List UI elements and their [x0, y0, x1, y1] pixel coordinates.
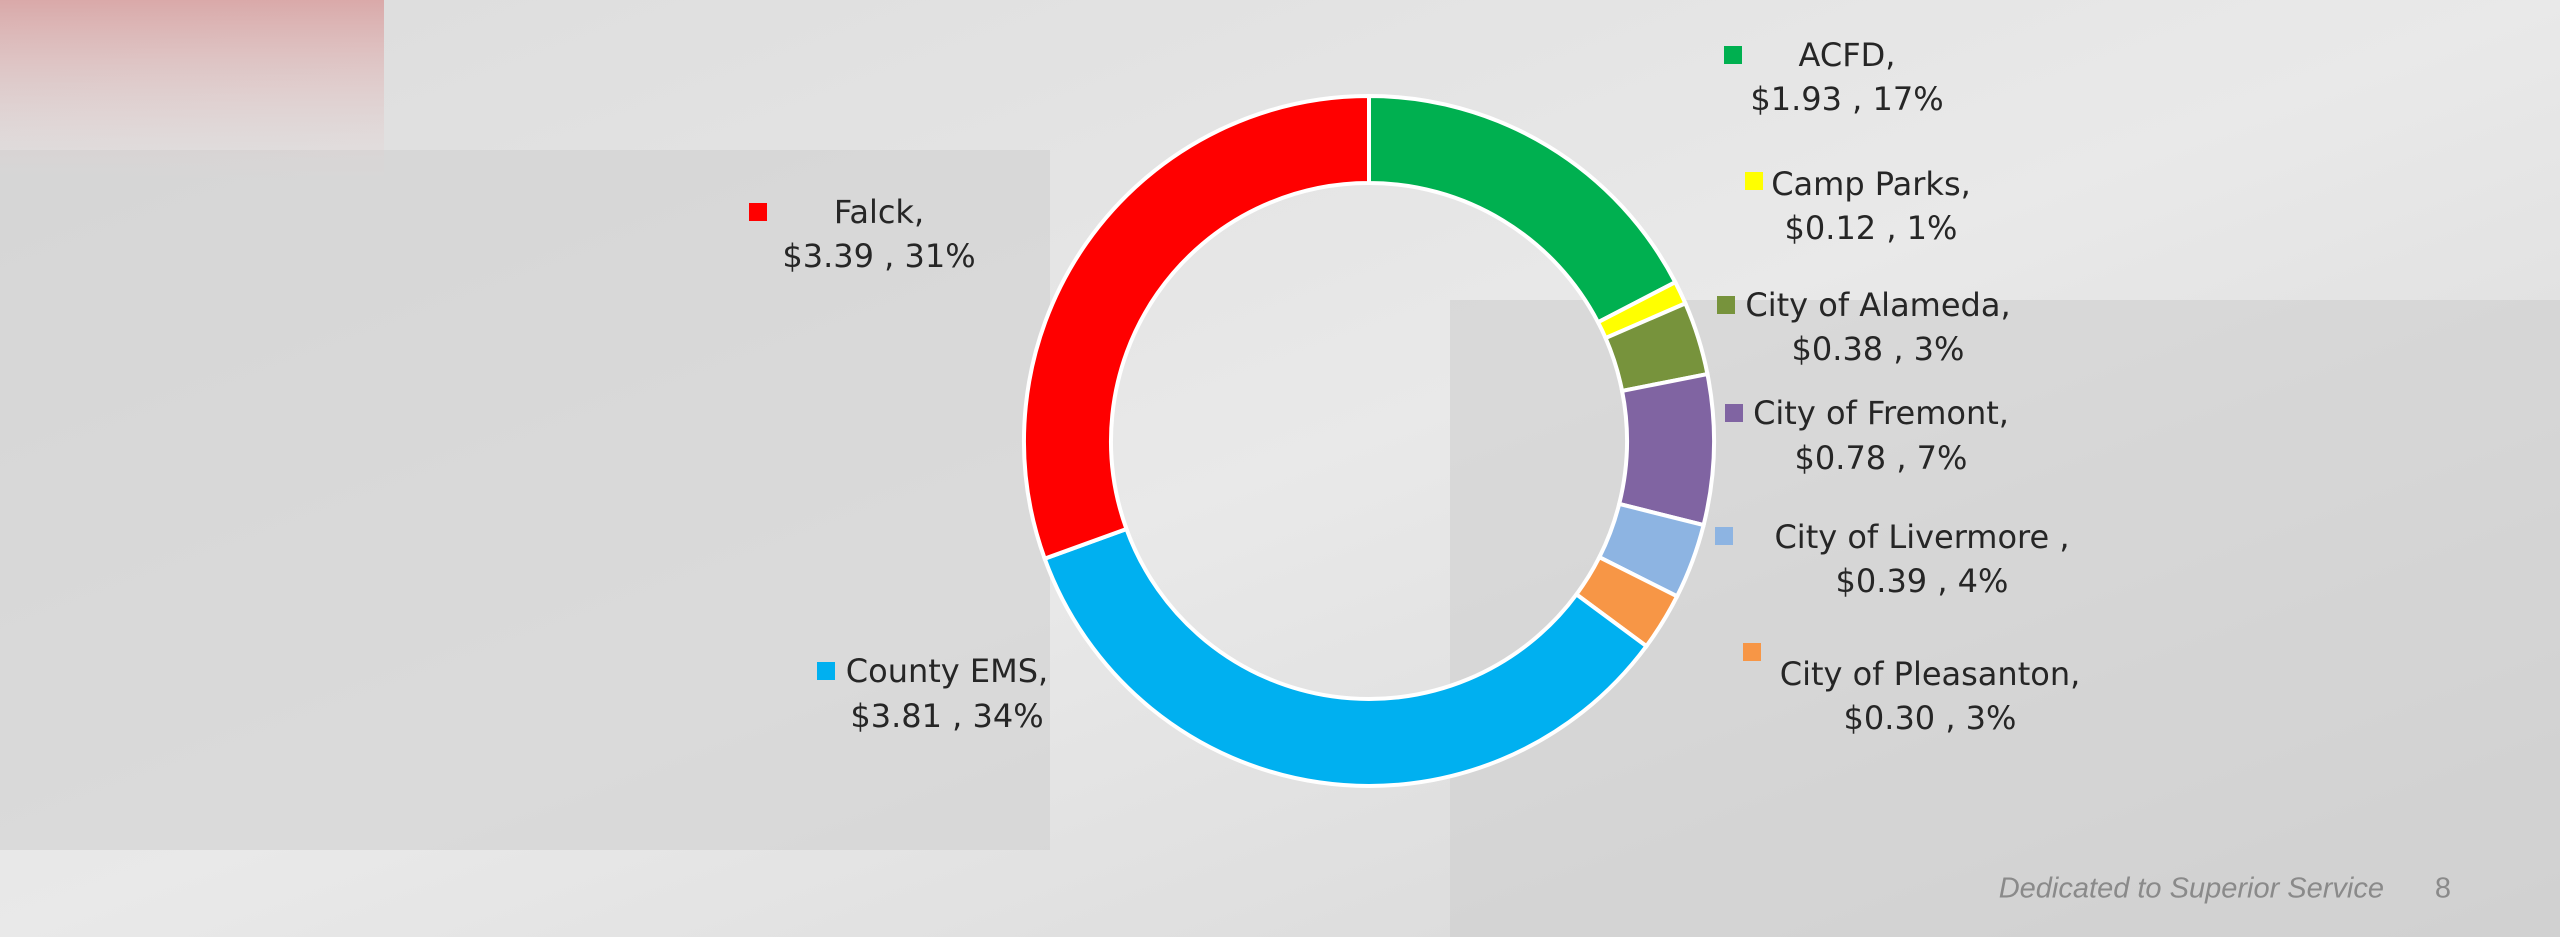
legend-marker: [1717, 296, 1735, 314]
category-label: City of Alameda,: [1745, 286, 2010, 324]
value-label: $0.38 , 3%: [1792, 330, 1965, 368]
category-label: City of Fremont,: [1753, 394, 2009, 432]
tagline: Dedicated to Superior Service: [1999, 873, 2384, 905]
page-number: 8: [2435, 873, 2451, 905]
legend-marker: [1724, 46, 1742, 64]
value-label: $1.93 , 17%: [1750, 80, 1943, 118]
legend-marker: [749, 203, 767, 221]
slide: Dedicated to Superior Service 8 ACFD, $1.…: [0, 0, 2560, 937]
value-label: $0.39 , 4%: [1836, 562, 2009, 600]
category-label: County EMS,: [846, 652, 1048, 690]
value-label: $3.81 , 34%: [850, 697, 1043, 735]
legend-marker: [1745, 172, 1763, 190]
legend-marker: [1743, 643, 1761, 661]
category-label: Camp Parks,: [1771, 165, 1971, 203]
category-label: City of Livermore ,: [1774, 518, 2069, 556]
accent: [0, 0, 384, 180]
legend-marker: [817, 662, 835, 680]
category-label: Falck,: [834, 193, 924, 231]
slice: [1619, 374, 1714, 525]
legend-marker: [1715, 527, 1733, 545]
value-label: $0.30 , 3%: [1844, 699, 2017, 737]
value-label: $3.39 , 31%: [782, 237, 975, 275]
category-label: City of Pleasanton,: [1780, 655, 2081, 693]
value-label: $0.12 , 1%: [1785, 209, 1958, 247]
page: Dedicated to Superior Service 8 ACFD, $1.…: [0, 0, 2560, 937]
value-label: $0.78 , 7%: [1795, 439, 1968, 477]
category-label: ACFD,: [1799, 36, 1896, 74]
legend-marker: [1725, 404, 1743, 422]
